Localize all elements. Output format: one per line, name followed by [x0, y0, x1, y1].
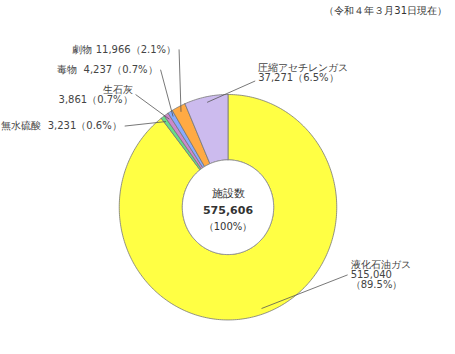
svg-text:施設数: 施設数	[212, 187, 245, 200]
html-text:（令和４年３月31日現在）: （令和４年３月31日現在）	[324, 5, 447, 16]
svg-text:（100%）: （100%）	[204, 221, 253, 232]
svg-text:毒物 4,237（0.7%）: 毒物 4,237（0.7%）	[57, 64, 157, 75]
svg-text:圧縮アセチレンガス37,271（6.5%）: 圧縮アセチレンガス37,271（6.5%）	[258, 62, 348, 83]
svg-text:生石灰3,861（0.7%）: 生石灰3,861（0.7%）	[59, 84, 133, 105]
svg-text:無水硫酸 3,231（0.6%）: 無水硫酸 3,231（0.6%）	[1, 120, 121, 131]
svg-text:575,606: 575,606	[203, 204, 253, 217]
svg-text:劇物 11,966（2.1%）: 劇物 11,966（2.1%）	[72, 44, 176, 55]
svg-text:液化石油ガス515,040（89.5%）: 液化石油ガス515,040（89.5%）	[351, 259, 411, 290]
